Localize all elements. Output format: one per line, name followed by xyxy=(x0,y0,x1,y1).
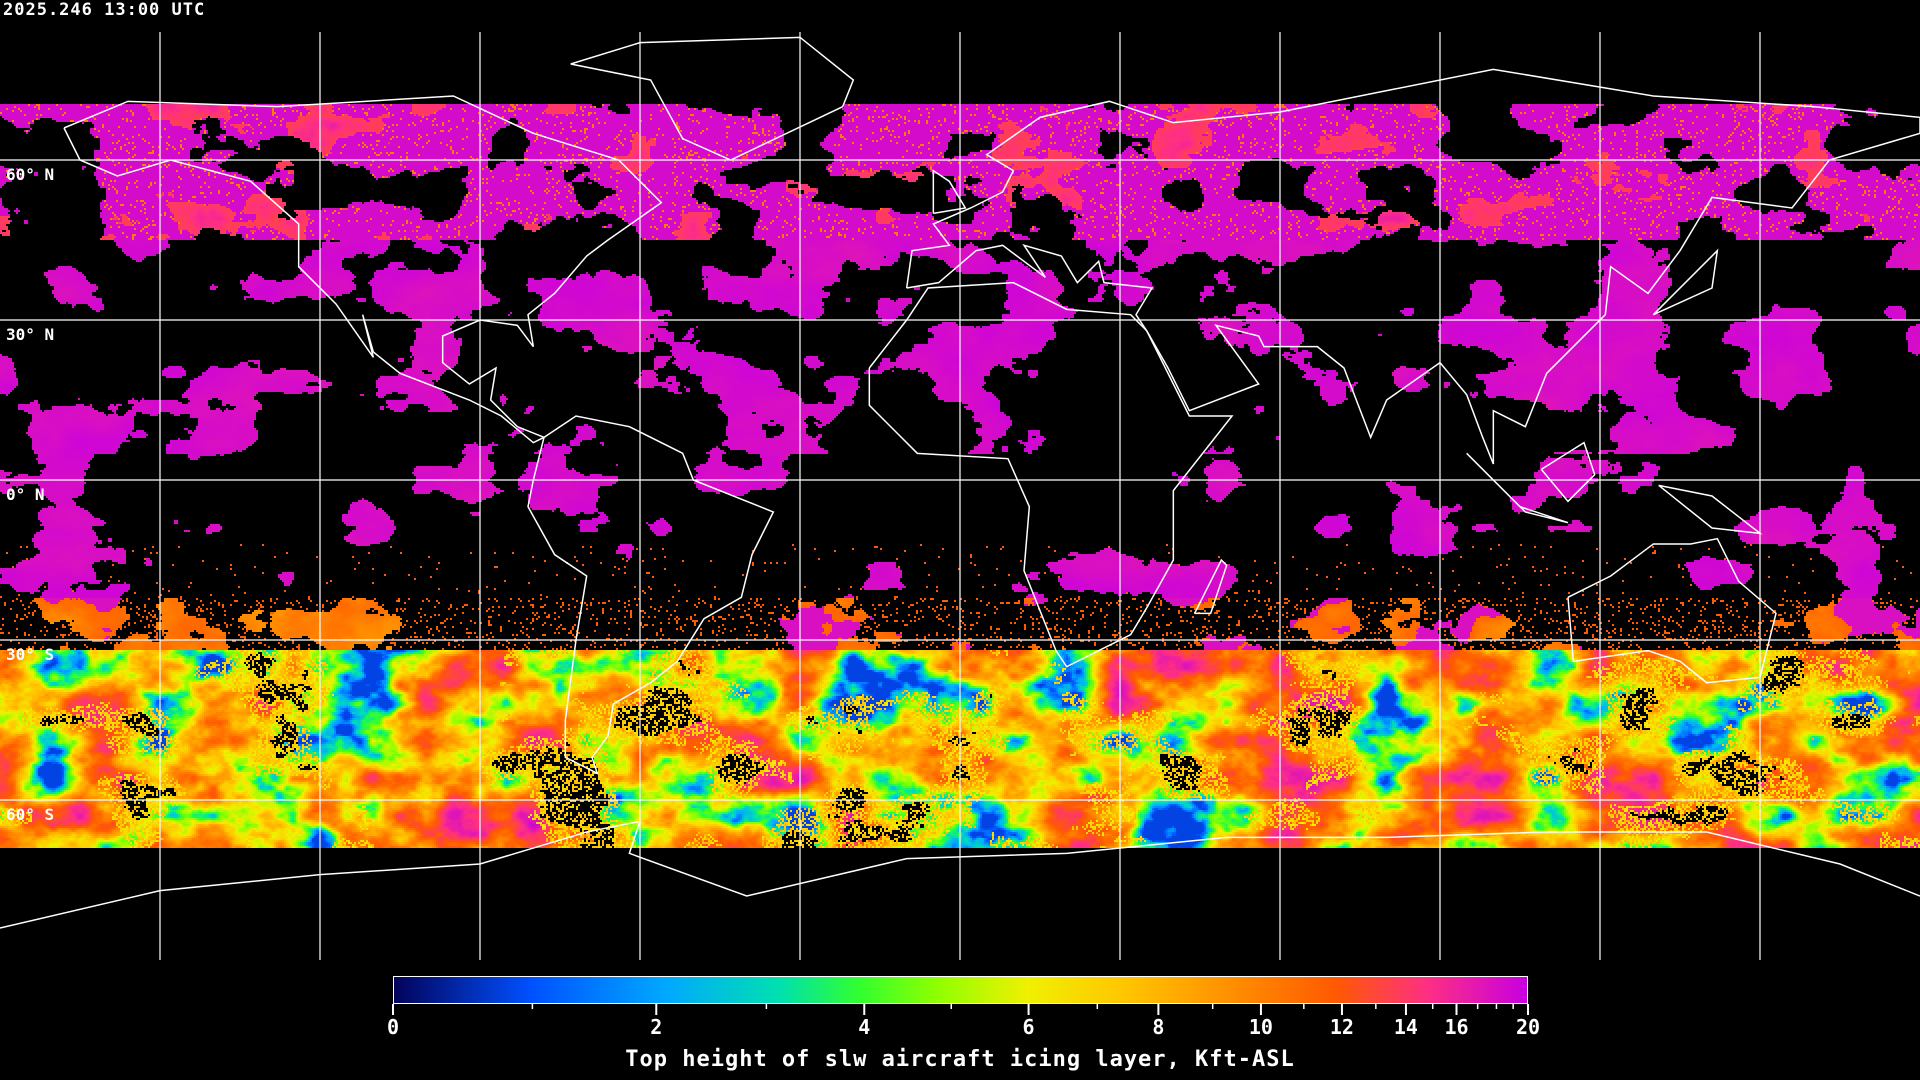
map-overlay xyxy=(0,32,1920,960)
coastline xyxy=(1540,441,1596,503)
tick-label: 6 xyxy=(1022,1015,1035,1039)
lat-label: 60° N xyxy=(6,165,55,184)
coastlines xyxy=(0,36,1920,929)
lat-label: 30° N xyxy=(6,325,55,344)
tick-label: 10 xyxy=(1248,1015,1273,1039)
coastline xyxy=(905,68,1920,465)
colorbar xyxy=(393,976,1528,1004)
tick-label: 16 xyxy=(1444,1015,1469,1039)
coastline xyxy=(868,281,1234,668)
coastline xyxy=(527,415,775,775)
coastline xyxy=(0,820,1920,929)
lat-label: 60° S xyxy=(6,805,55,824)
coastline xyxy=(1193,558,1228,615)
graticule xyxy=(0,32,1920,960)
tick-label: 14 xyxy=(1393,1015,1418,1039)
coastline xyxy=(570,36,855,161)
tick-label: 2 xyxy=(650,1015,663,1039)
coastline xyxy=(1658,484,1763,535)
lat-label: 30° S xyxy=(6,645,55,664)
lat-label: 0° N xyxy=(6,485,45,504)
tick-label: 20 xyxy=(1515,1015,1541,1039)
coastline xyxy=(63,95,663,444)
coastline xyxy=(1652,248,1719,316)
map-panel xyxy=(0,0,1920,960)
tick-label: 4 xyxy=(858,1015,871,1039)
coastline xyxy=(1567,537,1777,684)
colorbar-ticks xyxy=(392,1004,1529,1015)
tick-label: 8 xyxy=(1152,1015,1165,1039)
colorbar-title: Top height of slw aircraft icing layer, … xyxy=(625,1047,1295,1072)
tick-label: 0 xyxy=(386,1015,400,1039)
timestamp: 2025.246 13:00 UTC xyxy=(3,0,206,20)
coastline xyxy=(932,169,967,215)
tick-label: 12 xyxy=(1329,1015,1354,1039)
coastline xyxy=(1466,452,1569,524)
